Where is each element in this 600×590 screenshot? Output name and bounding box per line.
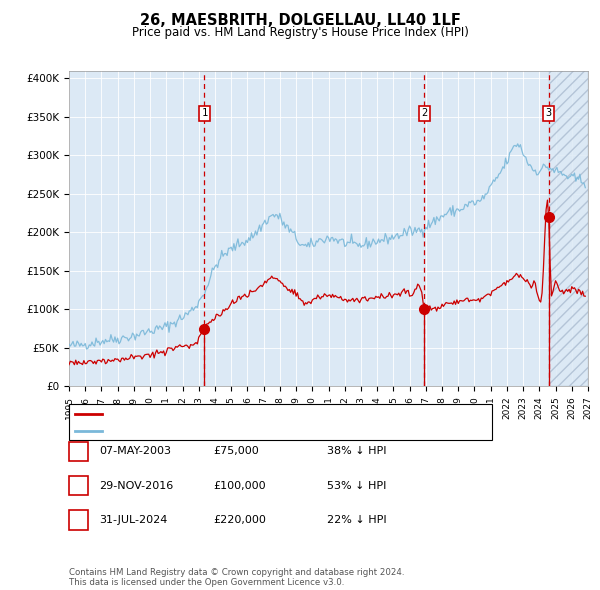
Text: 53% ↓ HPI: 53% ↓ HPI bbox=[327, 481, 386, 490]
Text: £75,000: £75,000 bbox=[213, 447, 259, 456]
Text: Price paid vs. HM Land Registry's House Price Index (HPI): Price paid vs. HM Land Registry's House … bbox=[131, 26, 469, 39]
Text: 3: 3 bbox=[545, 108, 552, 118]
Text: 2: 2 bbox=[75, 481, 82, 490]
Text: 1: 1 bbox=[202, 108, 208, 118]
Text: HPI: Average price, detached house, Gwynedd: HPI: Average price, detached house, Gwyn… bbox=[107, 426, 349, 435]
Text: 26, MAESBRITH, DOLGELLAU, LL40 1LF: 26, MAESBRITH, DOLGELLAU, LL40 1LF bbox=[140, 13, 460, 28]
Text: £220,000: £220,000 bbox=[213, 515, 266, 525]
Text: 31-JUL-2024: 31-JUL-2024 bbox=[99, 515, 167, 525]
Text: 22% ↓ HPI: 22% ↓ HPI bbox=[327, 515, 386, 525]
Text: 3: 3 bbox=[75, 515, 82, 525]
Text: 29-NOV-2016: 29-NOV-2016 bbox=[99, 481, 173, 490]
Bar bbox=[548, 71, 588, 386]
Text: 26, MAESBRITH, DOLGELLAU, LL40 1LF (detached house): 26, MAESBRITH, DOLGELLAU, LL40 1LF (deta… bbox=[107, 409, 404, 419]
Text: 38% ↓ HPI: 38% ↓ HPI bbox=[327, 447, 386, 456]
Text: 1: 1 bbox=[75, 447, 82, 456]
Text: 07-MAY-2003: 07-MAY-2003 bbox=[99, 447, 171, 456]
Text: Contains HM Land Registry data © Crown copyright and database right 2024.
This d: Contains HM Land Registry data © Crown c… bbox=[69, 568, 404, 587]
Text: 2: 2 bbox=[421, 108, 428, 118]
Text: £100,000: £100,000 bbox=[213, 481, 266, 490]
